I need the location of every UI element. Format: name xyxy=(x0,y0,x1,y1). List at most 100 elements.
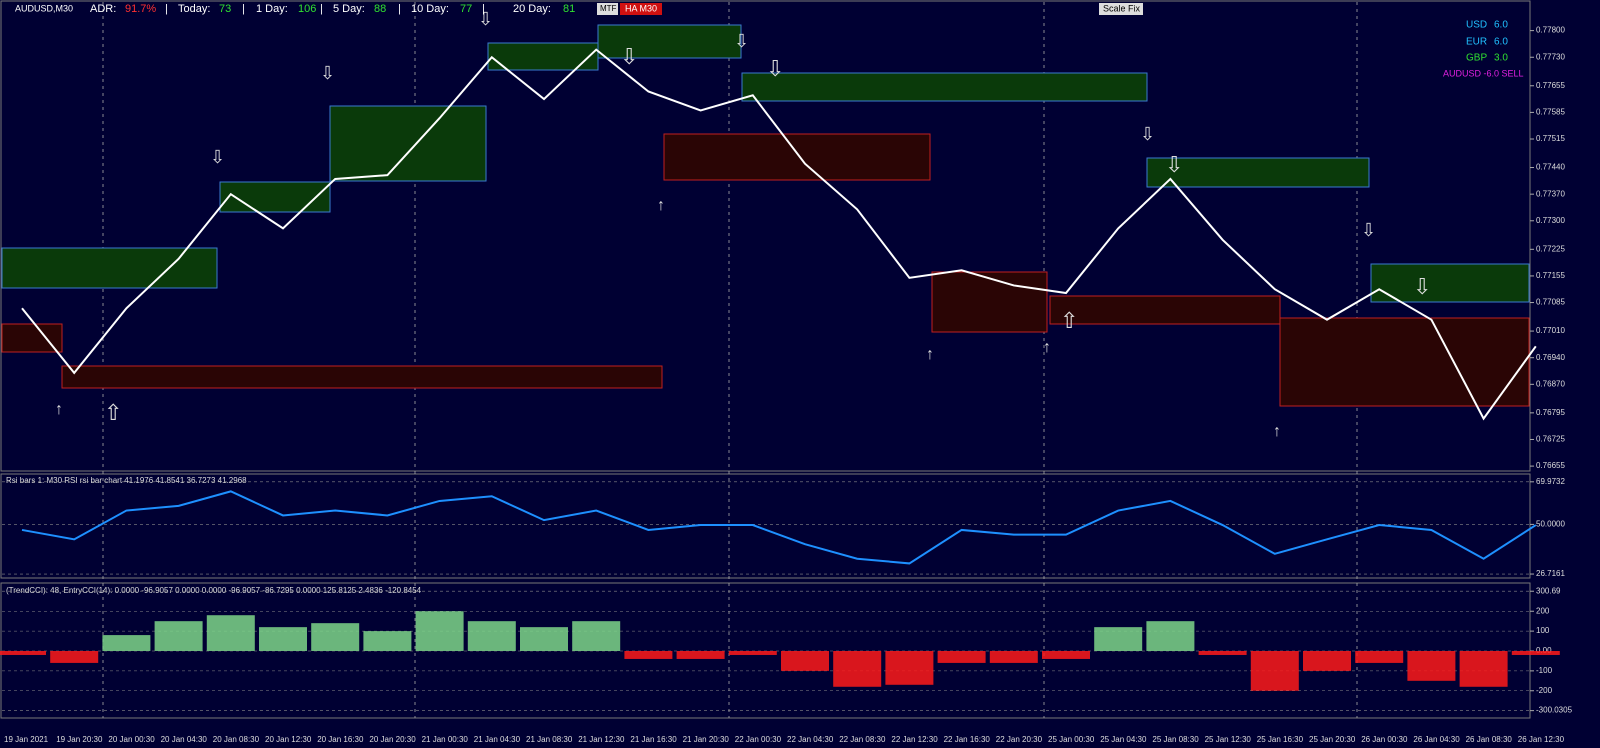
cci-bar xyxy=(467,621,516,651)
y-tick-label: 0.77370 xyxy=(1536,189,1565,198)
separator: | xyxy=(320,3,323,15)
x-tick-label: 26 Jan 08:30 xyxy=(1466,735,1513,744)
x-tick-label: 25 Jan 12:30 xyxy=(1205,735,1252,744)
y-tick-label: 0.77010 xyxy=(1536,326,1565,335)
svg-text:↑: ↑ xyxy=(55,401,63,418)
x-tick-label: 19 Jan 20:30 xyxy=(56,735,103,744)
svg-text:⇩: ⇩ xyxy=(734,31,749,51)
x-tick-label: 21 Jan 00:30 xyxy=(422,735,469,744)
cci-title: (TrendCCI): 48, EntryCCI(14): 0.0000 -96… xyxy=(6,586,422,595)
strength-value: 6.0 xyxy=(1494,37,1508,48)
svg-text:⇩: ⇩ xyxy=(620,44,638,69)
cci-bar xyxy=(259,627,307,651)
signal-arrows: ⇩ ⇩ ⇩ ⇩ ⇩ ⇩ ⇧ ⇧ ⇩ ⇩ ⇩ ⇩ ↑ ↑ ↑ ↑ ↑ xyxy=(55,9,1431,440)
x-tick-label: 21 Jan 04:30 xyxy=(474,735,521,744)
cci-bar xyxy=(1042,650,1090,659)
cci-bar xyxy=(154,621,203,651)
x-tick-label: 19 Jan 2021 xyxy=(4,735,49,744)
cci-bar xyxy=(1407,650,1456,681)
x-tick-label: 25 Jan 20:30 xyxy=(1309,735,1356,744)
cci-bar xyxy=(1250,650,1299,691)
svg-text:⇩: ⇩ xyxy=(1140,124,1155,144)
x-tick-label: 20 Jan 20:30 xyxy=(369,735,416,744)
strength-currency: GBP xyxy=(1466,53,1487,64)
strength-currency: EUR xyxy=(1466,37,1487,48)
price-line xyxy=(21,48,1537,421)
y-tick-label: 200 xyxy=(1536,606,1550,615)
x-tick-label: 26 Jan 04:30 xyxy=(1413,735,1460,744)
cci-bar xyxy=(415,611,464,651)
x-tick-label: 26 Jan 12:30 xyxy=(1518,735,1565,744)
cci-bar xyxy=(885,650,934,685)
price-line xyxy=(21,490,1537,565)
x-tick-label: 20 Jan 00:30 xyxy=(108,735,155,744)
day10-value: 77 xyxy=(460,3,472,15)
x-tick-label: 25 Jan 04:30 xyxy=(1100,735,1147,744)
cci-bar xyxy=(676,650,725,659)
scale-fix-button[interactable] xyxy=(1099,3,1143,15)
svg-text:↑: ↑ xyxy=(657,197,665,214)
y-tick-label: 0.76870 xyxy=(1536,379,1565,388)
cci-bar xyxy=(728,650,777,655)
svg-text:↑: ↑ xyxy=(926,346,934,363)
x-tick-label: 25 Jan 00:30 xyxy=(1048,735,1095,744)
y-tick-label: 0.77655 xyxy=(1536,81,1565,90)
x-tick-label: 20 Jan 16:30 xyxy=(317,735,364,744)
day5-value: 88 xyxy=(374,3,386,15)
separator: | xyxy=(165,3,168,15)
cci-bar xyxy=(1511,650,1560,655)
scale-fix-label[interactable]: Scale Fix xyxy=(1103,3,1141,13)
header: AUDUSD,M30 ADR: 91.7% | Today: 73 | 1 Da… xyxy=(6,3,1524,595)
y-tick-label: 0.77730 xyxy=(1536,52,1565,61)
y-tick-label: 0.77800 xyxy=(1536,26,1565,35)
y-tick-label: 0.76940 xyxy=(1536,353,1565,362)
svg-text:⇩: ⇩ xyxy=(766,56,784,81)
x-tick-label: 21 Jan 08:30 xyxy=(526,735,573,744)
today-value: 73 xyxy=(219,3,231,15)
y-tick-label: 0.77440 xyxy=(1536,163,1565,172)
cci-bar xyxy=(624,650,673,659)
x-tick-label: 25 Jan 16:30 xyxy=(1257,735,1304,744)
cci-bar xyxy=(102,635,151,651)
day1-value: 106 xyxy=(298,3,316,15)
rsi-title: Rsi bars 1: M30 RSI rsi bar chart 41.197… xyxy=(6,476,247,485)
strength-value: 3.0 xyxy=(1494,53,1508,64)
cci-bar xyxy=(520,627,568,651)
today-label: Today: xyxy=(178,3,210,15)
x-tick-label: 22 Jan 20:30 xyxy=(996,735,1043,744)
mtf-button[interactable] xyxy=(597,3,618,15)
rsi-panel xyxy=(0,473,1531,579)
ha-label[interactable]: HA M30 xyxy=(625,3,657,13)
strength-value: 6.0 xyxy=(1494,20,1508,31)
price-panel xyxy=(0,0,1531,472)
cci-bar xyxy=(311,623,360,651)
separator: | xyxy=(482,3,485,15)
y-tick-label: 0.00 xyxy=(1536,646,1552,655)
day1-label: 1 Day: xyxy=(256,3,288,15)
x-tick-label: 20 Jan 08:30 xyxy=(213,735,260,744)
x-tick-label: 26 Jan 00:30 xyxy=(1361,735,1408,744)
cci-bar xyxy=(206,615,255,651)
x-tick-label: 22 Jan 00:30 xyxy=(735,735,782,744)
y-tick-label: -100 xyxy=(1536,666,1553,675)
day10-label: 10 Day: xyxy=(411,3,449,15)
symbol: AUDUSD,M30 xyxy=(15,3,73,13)
svg-text:⇩: ⇩ xyxy=(478,9,493,29)
x-tick-label: 22 Jan 16:30 xyxy=(944,735,991,744)
svg-text:↑: ↑ xyxy=(1043,339,1051,356)
y-tick-label: 0.77085 xyxy=(1536,298,1565,307)
svg-text:↑: ↑ xyxy=(1273,423,1281,440)
ha-button[interactable] xyxy=(620,3,662,15)
cci-bar xyxy=(1355,650,1404,663)
cci-bar xyxy=(989,650,1038,663)
svg-text:⇩: ⇩ xyxy=(320,63,335,83)
mtf-label[interactable]: MTF xyxy=(600,4,617,13)
separator: | xyxy=(398,3,401,15)
x-tick-label: 21 Jan 12:30 xyxy=(578,735,625,744)
svg-text:⇩: ⇩ xyxy=(210,147,225,167)
y-tick-label: 69.9732 xyxy=(1536,477,1565,486)
cci-bar xyxy=(50,650,99,663)
y-tick-label: 300.69 xyxy=(1536,586,1561,595)
day20-label: 20 Day: xyxy=(513,3,551,15)
cci-bar xyxy=(833,650,882,687)
